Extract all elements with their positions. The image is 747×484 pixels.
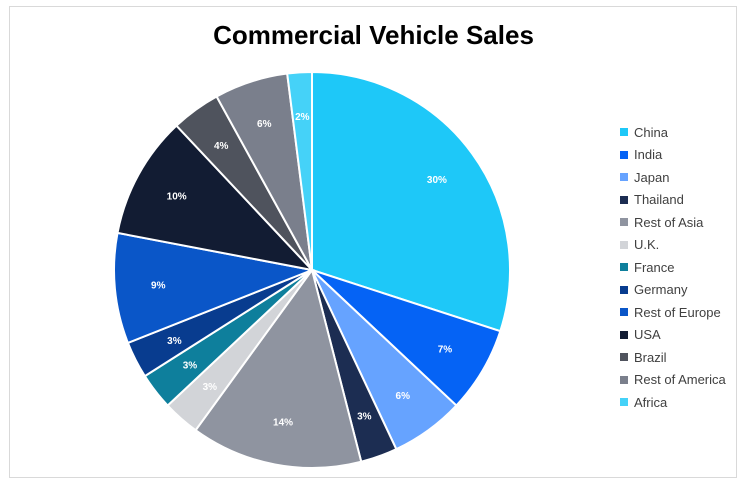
legend-label: Japan	[634, 169, 670, 185]
data-label-france: 3%	[183, 361, 198, 372]
legend-swatch	[620, 263, 628, 272]
legend-swatch	[620, 128, 628, 137]
pie-slice-africa	[286, 70, 313, 271]
legend-item-rest-of-europe: Rest of Europe	[620, 301, 726, 324]
legend-swatch	[620, 240, 628, 249]
legend-item-thailand: Thailand	[620, 189, 726, 212]
legend-item-china: China	[620, 121, 726, 144]
data-label-germany: 3%	[167, 336, 182, 347]
legend-swatch	[620, 353, 628, 362]
legend-swatch	[620, 375, 628, 384]
pie-slice-rest-of-asia	[194, 267, 363, 469]
data-label-thailand: 3%	[357, 411, 372, 422]
legend-item-africa: Africa	[620, 391, 726, 414]
legend-label: Africa	[634, 394, 668, 410]
pie-slice-china	[311, 70, 511, 333]
data-label-india: 7%	[438, 345, 453, 356]
legend-label: U.K.	[634, 237, 660, 253]
pie-slice-usa	[116, 124, 315, 272]
data-label-usa: 10%	[167, 192, 187, 203]
legend-item-india: India	[620, 144, 726, 167]
legend-label: China	[634, 124, 668, 140]
legend-swatch	[620, 218, 628, 227]
legend-label: Thailand	[634, 192, 684, 208]
legend-swatch	[620, 285, 628, 294]
legend-item-france: France	[620, 256, 726, 279]
legend-swatch	[620, 173, 628, 182]
legend-label: France	[634, 259, 675, 275]
legend-swatch	[620, 398, 628, 407]
pie-slice-rest-of-europe	[113, 231, 316, 345]
legend-label: USA	[634, 327, 661, 343]
legend-label: Rest of America	[634, 372, 726, 388]
data-label-rest-of-asia: 14%	[273, 418, 293, 429]
data-label-rest-of-america: 6%	[257, 119, 272, 130]
legend-item-u-k: U.K.	[620, 234, 726, 257]
legend-item-rest-of-asia: Rest of Asia	[620, 211, 726, 234]
chart-title: Commercial Vehicle Sales	[213, 20, 534, 50]
legend-label: Rest of Europe	[634, 304, 721, 320]
legend-swatch	[620, 195, 628, 204]
legend-label: India	[634, 147, 663, 163]
data-label-brazil: 4%	[214, 141, 229, 152]
data-label-rest-of-europe: 9%	[151, 281, 166, 292]
legend-item-usa: USA	[620, 324, 726, 347]
legend-swatch	[620, 150, 628, 159]
legend-label: Brazil	[634, 349, 667, 365]
legend-label: Germany	[634, 282, 688, 298]
data-label-africa: 2%	[295, 112, 310, 123]
legend: China India Japan Thailand Rest of Asia U.K. F…	[620, 121, 726, 414]
data-label-u-k: 3%	[203, 382, 218, 393]
legend-item-japan: Japan	[620, 166, 726, 189]
legend-item-rest-of-america: Rest of America	[620, 369, 726, 392]
legend-label: Rest of Asia	[634, 214, 704, 230]
legend-swatch	[620, 330, 628, 339]
legend-item-germany: Germany	[620, 279, 726, 302]
legend-swatch	[620, 308, 628, 317]
data-label-japan: 6%	[396, 391, 411, 402]
data-label-china: 30%	[427, 175, 447, 186]
legend-item-brazil: Brazil	[620, 346, 726, 369]
